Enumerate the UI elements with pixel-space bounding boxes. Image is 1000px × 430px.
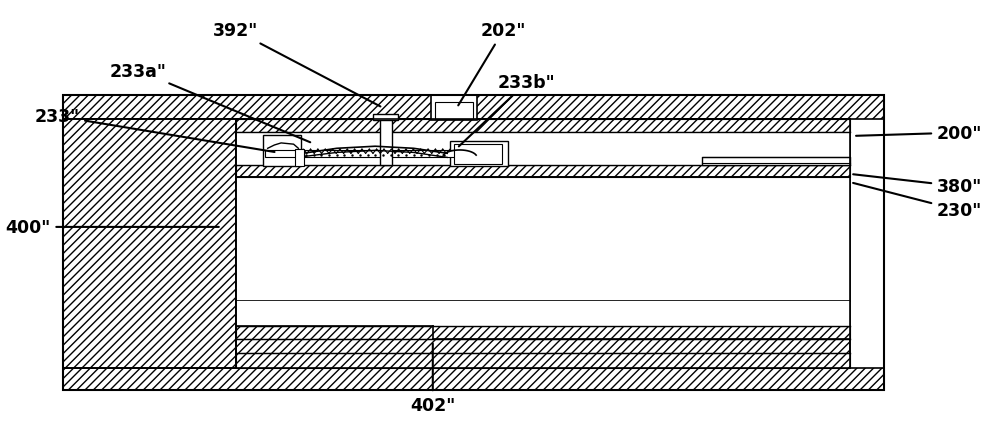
Bar [63, 95, 884, 120]
Bar [63, 368, 884, 390]
Text: 233": 233" [34, 108, 275, 153]
Bar [236, 120, 850, 368]
Bar [236, 120, 850, 132]
Bar [431, 96, 477, 121]
Bar [373, 115, 398, 121]
Text: 392": 392" [213, 22, 380, 107]
Text: 230": 230" [853, 184, 982, 220]
Bar [236, 178, 850, 302]
Bar [454, 145, 502, 165]
Text: 400": 400" [5, 218, 219, 236]
Bar [236, 120, 850, 368]
Bar [450, 141, 508, 166]
Text: 233b": 233b" [459, 74, 556, 147]
Bar [236, 132, 850, 166]
Bar [236, 120, 850, 178]
Text: 402": 402" [410, 344, 455, 414]
Bar [63, 120, 236, 368]
Text: 233a": 233a" [110, 62, 310, 143]
Bar [265, 151, 486, 157]
Bar [435, 103, 473, 119]
Text: 200": 200" [856, 124, 982, 142]
Text: 202": 202" [458, 22, 526, 106]
Bar [295, 150, 304, 166]
Text: 380": 380" [853, 175, 982, 196]
Bar [63, 120, 236, 368]
Bar [63, 95, 884, 390]
Bar [236, 166, 850, 178]
Bar [236, 302, 850, 326]
Bar [702, 157, 850, 166]
Bar [380, 120, 392, 166]
Bar [236, 326, 850, 339]
Bar [263, 135, 301, 166]
Bar [236, 353, 850, 368]
